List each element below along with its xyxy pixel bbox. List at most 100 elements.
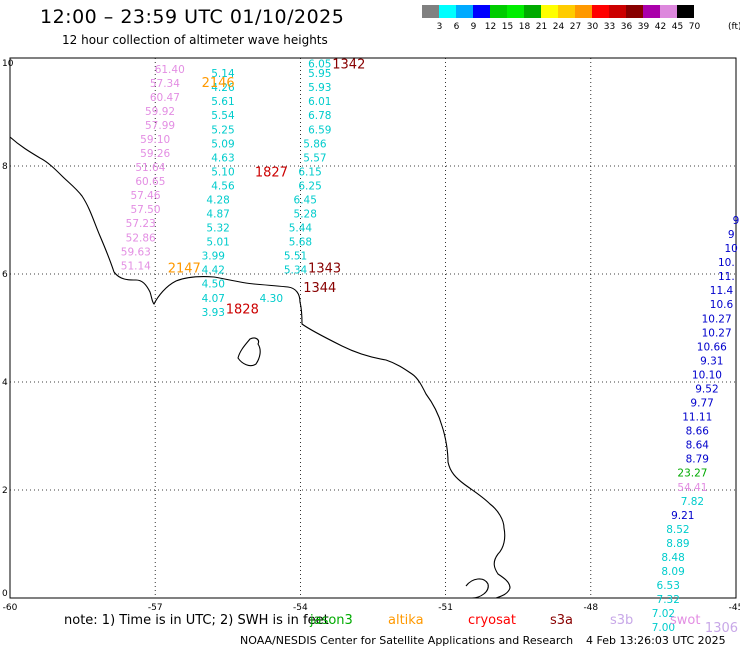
- wave-height-label: 9.52: [695, 383, 718, 395]
- wave-height-label: 6.78: [308, 110, 331, 122]
- generated-timestamp: 4 Feb 13:26:03 UTC 2025: [586, 634, 726, 647]
- wave-height-label: 5.51: [284, 251, 307, 263]
- wave-height-label: 9.31: [700, 355, 723, 367]
- colorbar-label: 70: [688, 22, 701, 32]
- note-text: note: 1) Time is in UTC; 2) SWH is in fe…: [64, 613, 329, 628]
- colorbar-swatch: [643, 5, 660, 18]
- wave-height-label: 57.50: [130, 204, 160, 216]
- wave-height-label: 8.66: [686, 426, 710, 438]
- lon-tick-label: -51: [438, 603, 453, 613]
- wave-height-label: 8.64: [686, 440, 710, 452]
- colorbar-label: 18: [518, 22, 531, 32]
- colorbar-label: 24: [552, 22, 565, 32]
- wave-height-label: 51.64: [135, 162, 165, 174]
- wave-height-label: 4.26: [211, 82, 235, 94]
- wave-height-label: 4.42: [202, 265, 225, 277]
- wave-height-label: 4.07: [202, 293, 225, 305]
- wave-height-label: 5.10: [211, 166, 234, 178]
- wave-height-label: 9.21: [671, 510, 694, 522]
- wave-height-label: 4.50: [202, 279, 225, 291]
- wave-height-label: 60.47: [150, 92, 180, 104]
- colorbar-label: 42: [654, 22, 667, 32]
- lon-tick-label: -60: [3, 603, 18, 613]
- wave-height-label: 23.27: [677, 468, 707, 480]
- lat-tick-label: 0: [2, 589, 8, 599]
- wave-height-label: 5.93: [308, 82, 331, 94]
- wave-height-label: 3.99: [202, 251, 225, 263]
- lat-tick-label: 4: [2, 378, 8, 388]
- wave-height-label: 10.66: [697, 341, 727, 353]
- wave-height-label: 6.25: [298, 180, 321, 192]
- wave-height-label: 5.28: [294, 209, 317, 221]
- wave-height-map: 61.40 57.34 60.47 59.92 57.99 59.10 59.26 51.64…: [2, 57, 740, 636]
- wave-height-label: 7.02: [652, 608, 675, 620]
- wave-height-label: 10.27: [702, 313, 732, 325]
- wave-height-label: 6.53: [657, 580, 680, 592]
- map-frame: [9, 57, 737, 599]
- wave-height-label: 9: [728, 229, 735, 241]
- wave-height-label: 4.63: [211, 152, 234, 164]
- satellite-legend-item: cryosat: [468, 613, 516, 628]
- wave-height-label: 5.44: [289, 223, 313, 235]
- wave-height-label: 4.56: [211, 180, 235, 192]
- colorbar-label: 3: [436, 22, 443, 32]
- wave-height-label: 57.46: [130, 190, 160, 202]
- pass-time-label: 1343: [308, 262, 341, 277]
- colorbar-swatch: [524, 5, 541, 18]
- wave-height-label: 10.27: [702, 327, 732, 339]
- wave-height-label: 10.: [718, 257, 735, 269]
- colorbar-swatch: [439, 5, 456, 18]
- wave-height-label: 7.82: [681, 496, 704, 508]
- satellite-legend-item: s3a: [550, 613, 574, 628]
- wave-height-label: 60.65: [135, 176, 165, 188]
- colorbar-label: 30: [586, 22, 599, 32]
- pass-time-label: 2146: [202, 76, 235, 91]
- axis-tick-labels: 10 8 6 4 2 0 -60 -57 -54 -51 -48 -45: [2, 59, 740, 613]
- pass-time-label: 1827: [255, 165, 288, 180]
- wave-height-label: 59.92: [145, 106, 175, 118]
- satellite-legend-item: altika: [388, 613, 424, 628]
- colorbar-label: 27: [569, 22, 582, 32]
- wave-height-label: 8.79: [686, 454, 709, 466]
- pass-time-label: 1828: [226, 303, 259, 318]
- coastline-guianas: [9, 136, 511, 599]
- wave-height-label: 5.34: [284, 265, 308, 277]
- wave-height-label: 5.09: [211, 138, 234, 150]
- wave-height-label: 3.93: [202, 307, 225, 319]
- credit-line: NOAA/NESDIS Center for Satellite Applica…: [240, 634, 574, 647]
- colorbar-label: 6: [453, 22, 460, 32]
- colorbar-swatch: [677, 5, 694, 18]
- colorbar-label: 9: [470, 22, 477, 32]
- wave-height-label: 9.77: [690, 398, 713, 410]
- wave-height-label: 51.14: [121, 260, 151, 272]
- wave-height-label: 5.25: [211, 124, 234, 136]
- wave-height-label: 6.15: [298, 166, 321, 178]
- satellite-legend-item: s3b: [610, 613, 634, 628]
- colorbar-label: 36: [620, 22, 633, 32]
- wave-height-label: 54.41: [677, 482, 707, 494]
- pass-time-labels: 1342 2146 1827 2147 1343 1344 1828 1306: [168, 57, 738, 636]
- wave-height-label: 4.28: [206, 194, 229, 206]
- wave-height-label: 5.01: [206, 237, 229, 249]
- colorbar-swatch: [541, 5, 558, 18]
- wave-height-label: 10.10: [692, 369, 722, 381]
- wave-height-label: 59.26: [140, 148, 170, 160]
- wave-height-label: 11.: [718, 271, 735, 283]
- wave-height-label: 4.30: [260, 293, 283, 305]
- wave-height-label: 11.4: [710, 285, 734, 297]
- wave-height-label: 57.23: [126, 218, 156, 230]
- colorbar-swatch: [592, 5, 609, 18]
- map-subtitle: 12 hour collection of altimeter wave hei…: [62, 33, 328, 47]
- wave-height-label: 5.57: [303, 152, 326, 164]
- colorbar-swatch: [490, 5, 507, 18]
- wave-height-label: 7.00: [652, 622, 675, 634]
- wave-height-label: 10.6: [710, 299, 734, 311]
- wave-height-label: 59.10: [140, 134, 170, 146]
- wave-height-label: 52.86: [126, 232, 156, 244]
- altimeter-tracks: 61.40 57.34 60.47 59.92 57.99 59.10 59.26 51.64…: [121, 58, 740, 634]
- colorbar-label: 12: [484, 22, 497, 32]
- coastline-marajo: [465, 578, 489, 599]
- colorbar-swatch: [456, 5, 473, 18]
- coastline: [9, 136, 511, 599]
- wave-height-label: 5.68: [289, 237, 312, 249]
